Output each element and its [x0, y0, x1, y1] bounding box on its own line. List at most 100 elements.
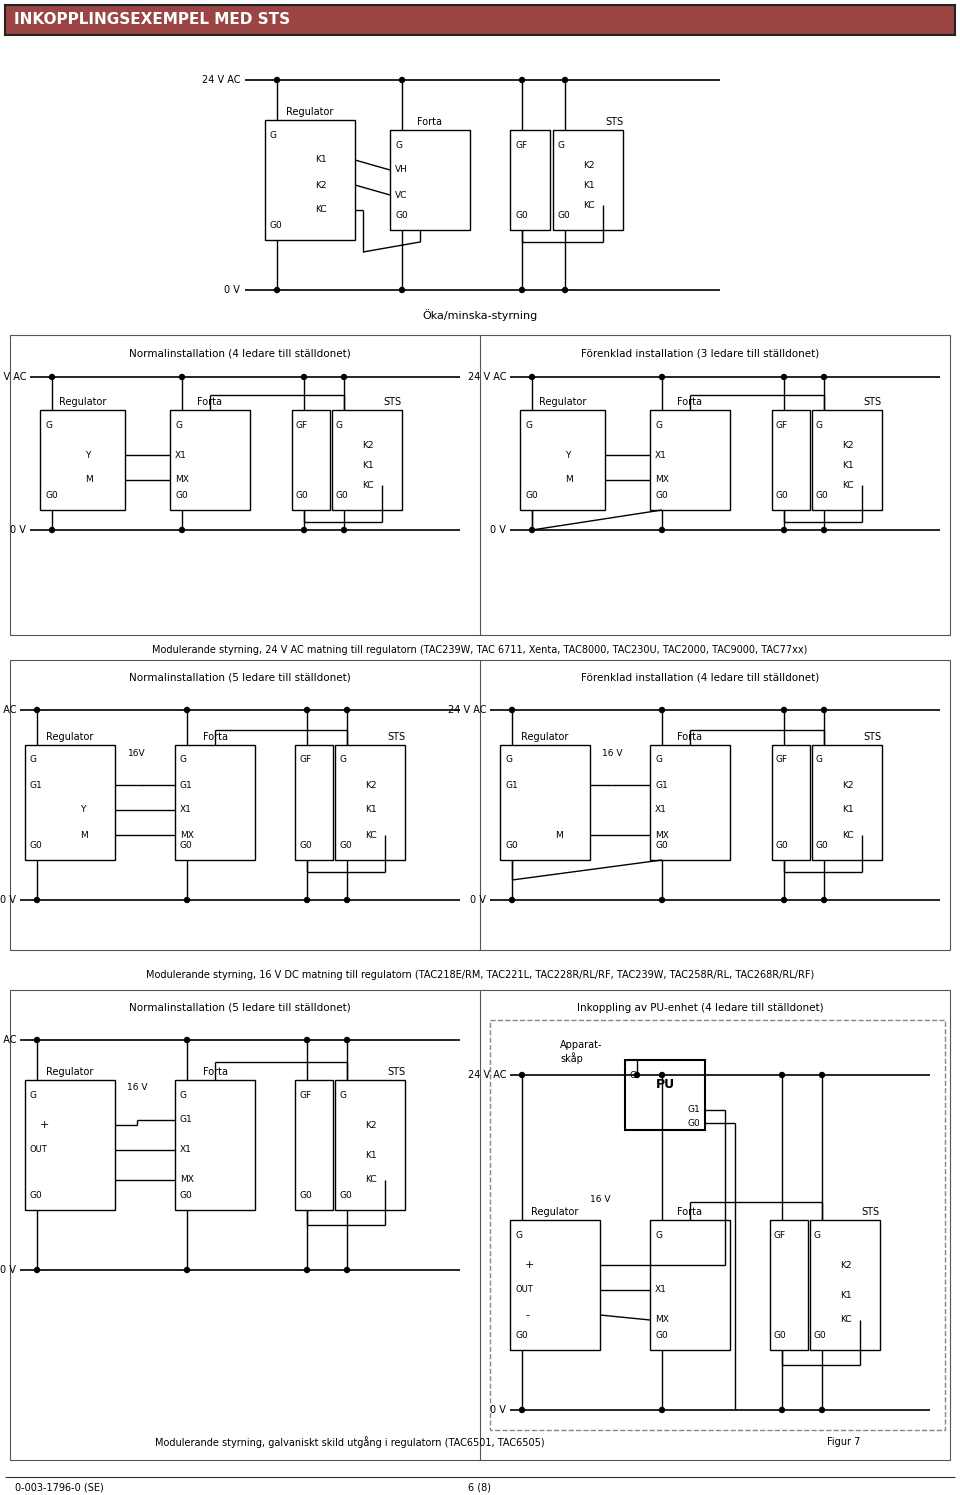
Text: Inkoppling av PU-enhet (4 ledare till ställdonet): Inkoppling av PU-enhet (4 ledare till st… — [577, 1003, 824, 1014]
Text: MX: MX — [175, 475, 189, 484]
Text: 16 V: 16 V — [589, 1196, 611, 1205]
Text: G0: G0 — [816, 490, 828, 499]
Text: Regulator: Regulator — [46, 1067, 94, 1076]
Text: GF: GF — [299, 755, 311, 764]
Text: Regulator: Regulator — [521, 733, 568, 742]
Text: G: G — [525, 420, 532, 429]
Text: K1: K1 — [840, 1290, 852, 1299]
Text: STS: STS — [387, 1067, 405, 1076]
Text: G0: G0 — [299, 1190, 312, 1199]
Text: 0-003-1796-0 (SE): 0-003-1796-0 (SE) — [15, 1482, 104, 1492]
Text: 16V: 16V — [129, 749, 146, 758]
Text: G0: G0 — [296, 490, 309, 499]
Text: 0 V: 0 V — [470, 896, 486, 904]
Text: K2: K2 — [840, 1260, 852, 1269]
Text: G: G — [180, 1090, 187, 1099]
Text: G0: G0 — [180, 1190, 193, 1199]
Bar — [295, 745, 333, 860]
Bar — [650, 410, 730, 510]
Bar — [812, 410, 882, 510]
Bar — [40, 410, 125, 510]
Text: K2: K2 — [315, 181, 326, 190]
Bar — [510, 1220, 600, 1350]
Bar — [772, 745, 810, 860]
Text: G0: G0 — [339, 840, 351, 849]
Text: Modulerande styrning, 24 V AC matning till regulatorn (TAC239W, TAC 6711, Xenta,: Modulerande styrning, 24 V AC matning ti… — [153, 644, 807, 655]
Text: +: + — [40, 1120, 49, 1130]
Text: KC: KC — [842, 480, 853, 489]
Text: K1: K1 — [362, 460, 373, 469]
Text: K1: K1 — [365, 1151, 376, 1160]
Text: G0: G0 — [776, 490, 789, 499]
Bar — [10, 335, 950, 635]
Text: STS: STS — [605, 117, 623, 127]
Text: G: G — [180, 755, 187, 764]
Text: Forta: Forta — [678, 398, 703, 407]
Circle shape — [342, 528, 347, 532]
Text: Regulator: Regulator — [286, 108, 334, 117]
Text: X1: X1 — [180, 806, 192, 815]
Text: Modulerande styrning, galvaniskt skild utgång i regulatorn (TAC6501, TAC6505): Modulerande styrning, galvaniskt skild u… — [156, 1437, 545, 1449]
Circle shape — [519, 1407, 524, 1413]
Bar — [10, 990, 950, 1461]
Circle shape — [35, 1268, 39, 1272]
Bar — [295, 1079, 333, 1209]
Circle shape — [304, 707, 309, 713]
Text: Forta: Forta — [198, 398, 223, 407]
Text: K2: K2 — [362, 441, 373, 450]
Circle shape — [780, 1407, 784, 1413]
Text: G0: G0 — [45, 490, 58, 499]
Text: Normalinstallation (5 ledare till ställdonet): Normalinstallation (5 ledare till ställd… — [130, 1003, 350, 1014]
Circle shape — [781, 897, 786, 903]
Circle shape — [275, 287, 279, 293]
Text: G: G — [655, 1230, 662, 1239]
Circle shape — [563, 287, 567, 293]
Text: G: G — [339, 755, 346, 764]
Text: G: G — [655, 755, 662, 764]
Text: Förenklad installation (3 ledare till ställdonet): Förenklad installation (3 ledare till st… — [581, 348, 819, 357]
Text: G0: G0 — [655, 1331, 668, 1340]
Bar — [265, 120, 355, 241]
Text: G0: G0 — [505, 840, 517, 849]
Circle shape — [35, 1038, 39, 1042]
Text: G0: G0 — [814, 1331, 827, 1340]
Circle shape — [781, 375, 786, 380]
Circle shape — [660, 897, 664, 903]
Circle shape — [304, 897, 309, 903]
Text: G0: G0 — [180, 840, 193, 849]
Circle shape — [519, 287, 524, 293]
Bar — [625, 1060, 705, 1130]
Text: Apparat-: Apparat- — [560, 1041, 603, 1049]
Circle shape — [530, 528, 535, 532]
Circle shape — [820, 1072, 825, 1078]
Text: G: G — [515, 1230, 522, 1239]
Text: 24 V AC: 24 V AC — [0, 1035, 16, 1045]
Text: Forta: Forta — [418, 117, 443, 127]
Text: STS: STS — [384, 398, 402, 407]
Bar — [520, 410, 605, 510]
Text: Förenklad installation (4 ledare till ställdonet): Förenklad installation (4 ledare till st… — [581, 673, 819, 683]
Text: 0 V: 0 V — [11, 525, 26, 535]
Bar — [650, 745, 730, 860]
Circle shape — [519, 1072, 524, 1078]
Bar — [390, 130, 470, 230]
Text: G: G — [655, 420, 662, 429]
Circle shape — [781, 707, 786, 713]
Text: Öka/minska-styrning: Öka/minska-styrning — [422, 309, 538, 321]
Text: KC: KC — [583, 200, 594, 209]
Text: G0: G0 — [774, 1331, 787, 1340]
Circle shape — [635, 1072, 639, 1078]
Text: Forta: Forta — [678, 1206, 703, 1217]
Text: M: M — [565, 475, 573, 484]
Text: G: G — [336, 420, 343, 429]
Text: M: M — [555, 831, 563, 840]
Circle shape — [275, 78, 279, 82]
Text: Y: Y — [80, 806, 85, 815]
Bar — [332, 410, 402, 510]
Text: Regulator: Regulator — [59, 398, 107, 407]
Text: KC: KC — [362, 480, 373, 489]
Text: Forta: Forta — [678, 733, 703, 742]
Circle shape — [781, 528, 786, 532]
Text: G0: G0 — [339, 1190, 351, 1199]
Text: STS: STS — [862, 1206, 880, 1217]
